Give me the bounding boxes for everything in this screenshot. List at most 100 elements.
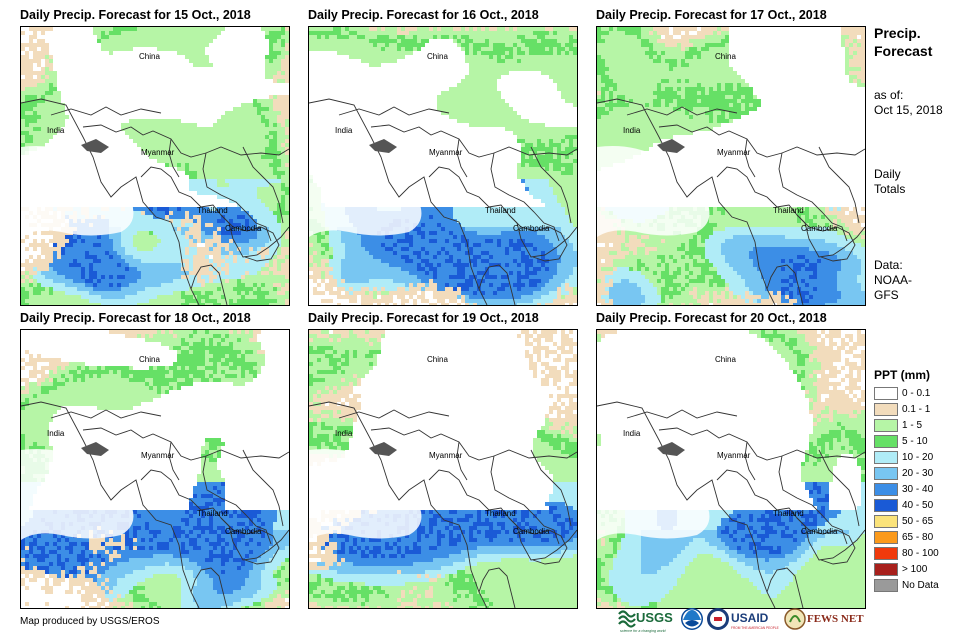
daily-totals-line1: Daily bbox=[874, 167, 901, 181]
legend-label: 10 - 20 bbox=[902, 451, 934, 463]
panel-title: Daily Precip. Forecast for 19 Oct., 2018 bbox=[308, 311, 539, 325]
map-frame: China India Myanmar Thailand Cambodia bbox=[20, 329, 290, 609]
label-cambodia: Cambodia bbox=[225, 224, 262, 233]
country-borders bbox=[21, 401, 289, 608]
legend-swatch bbox=[874, 578, 898, 592]
delta-region bbox=[657, 139, 685, 153]
usgs-tagline: science for a changing world bbox=[620, 629, 667, 633]
legend-swatch bbox=[874, 498, 898, 512]
legend-label: 5 - 10 bbox=[902, 435, 928, 447]
precip-grid bbox=[21, 330, 289, 608]
delta-region bbox=[657, 442, 685, 456]
map-credit: Map produced by USGS/EROS bbox=[20, 616, 160, 627]
label-myanmar: Myanmar bbox=[429, 148, 463, 157]
legend-label: No Data bbox=[902, 579, 939, 591]
legend-label: 1 - 5 bbox=[902, 419, 923, 431]
delta-region bbox=[81, 442, 109, 456]
dry-area bbox=[21, 146, 134, 237]
precip-map-0: China India Myanmar Thailand Cambodia bbox=[21, 27, 289, 305]
legend-label: 65 - 80 bbox=[902, 531, 934, 543]
label-myanmar: Myanmar bbox=[141, 451, 175, 460]
label-cambodia: Cambodia bbox=[801, 527, 838, 536]
legend-row: 50 - 65 bbox=[874, 513, 939, 529]
legend-label: 50 - 65 bbox=[902, 515, 934, 527]
legend-swatch bbox=[874, 466, 898, 480]
legend-label: 0 - 0.1 bbox=[902, 387, 931, 399]
label-myanmar: Myanmar bbox=[429, 451, 463, 460]
legend-row: 30 - 40 bbox=[874, 481, 939, 497]
label-india: India bbox=[623, 126, 641, 135]
label-myanmar: Myanmar bbox=[717, 148, 751, 157]
label-thailand: Thailand bbox=[485, 206, 516, 215]
legend-swatch bbox=[874, 562, 898, 576]
label-china: China bbox=[139, 52, 160, 61]
legend-swatch bbox=[874, 546, 898, 560]
usaid-logo: USAID FROM THE AMERICAN PEOPLE bbox=[707, 608, 779, 630]
panel-title: Daily Precip. Forecast for 15 Oct., 2018 bbox=[20, 8, 251, 22]
legend-row: No Data bbox=[874, 577, 939, 593]
sidebar-title-line1: Precip. bbox=[874, 25, 921, 41]
usaid-logo-text: USAID bbox=[731, 611, 769, 625]
label-china: China bbox=[427, 52, 448, 61]
label-cambodia: Cambodia bbox=[513, 224, 550, 233]
map-frame: China India Myanmar Thailand Cambodia bbox=[596, 26, 866, 306]
precip-map-4: China India Myanmar Thailand Cambodia bbox=[309, 330, 577, 608]
data-source-line3: GFS bbox=[874, 288, 899, 302]
label-china: China bbox=[715, 52, 736, 61]
legend-label: 80 - 100 bbox=[902, 547, 939, 559]
agency-logos: USGS science for a changing world USAID … bbox=[618, 608, 864, 633]
legend-swatch bbox=[874, 386, 898, 400]
label-cambodia: Cambodia bbox=[225, 527, 262, 536]
map-frame: China India Myanmar Thailand Cambodia bbox=[596, 329, 866, 609]
daily-totals: Daily Totals bbox=[874, 167, 905, 197]
label-myanmar: Myanmar bbox=[141, 148, 175, 157]
legend-title: PPT (mm) bbox=[874, 368, 931, 382]
map-frame: China India Myanmar Thailand Cambodia bbox=[308, 26, 578, 306]
legend-label: 0.1 - 1 bbox=[902, 403, 931, 415]
label-india: India bbox=[47, 429, 65, 438]
precip-map-1: China India Myanmar Thailand Cambodia bbox=[309, 27, 577, 305]
label-cambodia: Cambodia bbox=[801, 224, 838, 233]
label-china: China bbox=[715, 355, 736, 364]
legend-label: 30 - 40 bbox=[902, 483, 934, 495]
label-india: India bbox=[623, 429, 641, 438]
legend-row: 20 - 30 bbox=[874, 465, 939, 481]
delta-region bbox=[369, 442, 397, 456]
legend-swatch bbox=[874, 418, 898, 432]
dry-area bbox=[597, 449, 710, 540]
legend-label: 20 - 30 bbox=[902, 467, 934, 479]
precip-map-5: China India Myanmar Thailand Cambodia bbox=[597, 330, 865, 608]
legend-row: 80 - 100 bbox=[874, 545, 939, 561]
country-borders bbox=[21, 98, 289, 305]
panel-title: Daily Precip. Forecast for 20 Oct., 2018 bbox=[596, 311, 827, 325]
precip-map-2: China India Myanmar Thailand Cambodia bbox=[597, 27, 865, 305]
usaid-tagline: FROM THE AMERICAN PEOPLE bbox=[731, 626, 779, 630]
label-thailand: Thailand bbox=[197, 206, 228, 215]
precip-map-3: China India Myanmar Thailand Cambodia bbox=[21, 330, 289, 608]
sidebar-title-line2: Forecast bbox=[874, 43, 933, 59]
legend-row: 10 - 20 bbox=[874, 449, 939, 465]
usgs-logo-text: USGS bbox=[636, 610, 673, 625]
label-thailand: Thailand bbox=[485, 509, 516, 518]
country-borders bbox=[597, 98, 865, 305]
legend-row: > 100 bbox=[874, 561, 939, 577]
label-india: India bbox=[47, 126, 65, 135]
legend-row: 5 - 10 bbox=[874, 433, 939, 449]
fewsnet-logo: FEWS NET bbox=[784, 608, 864, 630]
legend-swatch bbox=[874, 402, 898, 416]
label-thailand: Thailand bbox=[773, 206, 804, 215]
daily-totals-line2: Totals bbox=[874, 182, 906, 196]
legend-row: 0.1 - 1 bbox=[874, 401, 939, 417]
as-of-date: as of: Oct 15, 2018 bbox=[874, 88, 943, 118]
data-source-line2: NOAA- bbox=[874, 273, 913, 287]
legend-row: 65 - 80 bbox=[874, 529, 939, 545]
country-borders bbox=[309, 98, 577, 305]
map-frame: China India Myanmar Thailand Cambodia bbox=[308, 329, 578, 609]
as-of-value: Oct 15, 2018 bbox=[874, 103, 943, 117]
dry-area bbox=[309, 449, 422, 540]
precip-grid bbox=[21, 27, 289, 305]
legend-swatch bbox=[874, 530, 898, 544]
dry-area bbox=[597, 146, 710, 237]
dry-area bbox=[21, 449, 134, 540]
label-india: India bbox=[335, 429, 353, 438]
